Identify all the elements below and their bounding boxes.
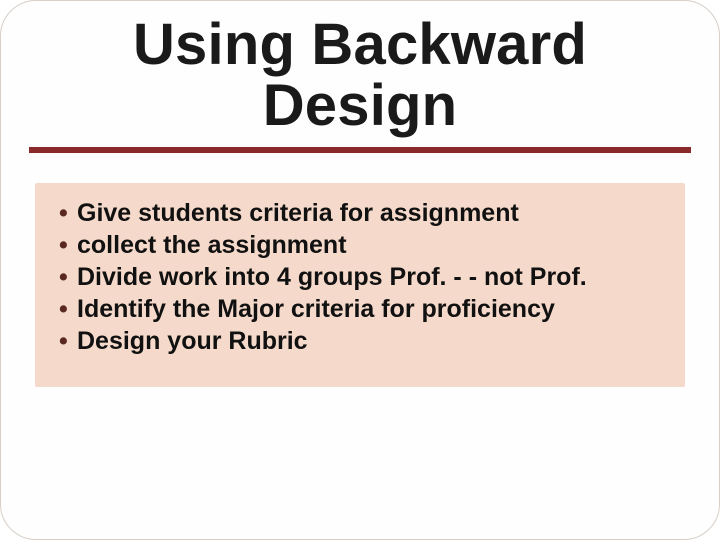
content-box: Give students criteria for assignment co…	[35, 183, 685, 387]
list-item: Design your Rubric	[59, 325, 661, 357]
list-item: collect the assignment	[59, 229, 661, 261]
list-item: Identify the Major criteria for proficie…	[59, 293, 661, 325]
bullet-list: Give students criteria for assignment co…	[59, 197, 661, 357]
accent-bar	[29, 147, 691, 153]
list-item: Give students criteria for assignment	[59, 197, 661, 229]
list-item: Divide work into 4 groups Prof. - - not …	[59, 261, 661, 293]
slide-frame: Using Backward Design Give students crit…	[0, 0, 720, 540]
slide-title: Using Backward Design	[29, 15, 691, 137]
